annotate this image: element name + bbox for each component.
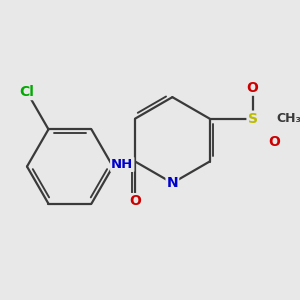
Text: N: N — [167, 176, 178, 190]
Text: NH: NH — [111, 158, 134, 171]
Text: CH₃: CH₃ — [277, 112, 300, 125]
Text: O: O — [268, 135, 280, 149]
Text: S: S — [248, 112, 257, 126]
Text: Cl: Cl — [20, 85, 34, 99]
Text: O: O — [247, 81, 258, 95]
Text: O: O — [129, 194, 141, 208]
